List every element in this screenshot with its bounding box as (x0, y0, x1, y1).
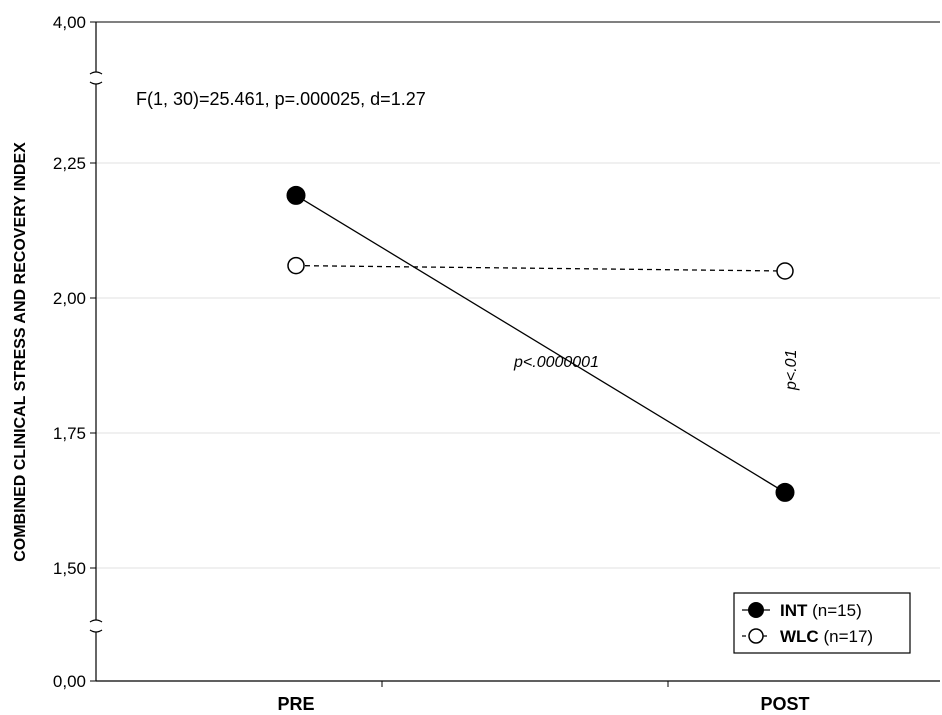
axis-break-bottom (89, 619, 103, 633)
x-category-pre: PRE (277, 694, 314, 714)
legend-int-marker (748, 602, 764, 618)
legend-wlc-marker (748, 628, 764, 644)
series-wlc-point-pre (287, 256, 305, 275)
legend: INT (n=15) WLC (n=17) (733, 592, 911, 654)
series-wlc-point-post (776, 262, 794, 280)
y-tick-label-000: 0,00 (53, 672, 86, 691)
y-tick-label-400: 4,00 (53, 13, 86, 32)
y-axis-label: COMBINED CLINICAL STRESS AND RECOVERY IN… (12, 142, 29, 562)
series-int-point-post (775, 482, 795, 502)
y-tick-label-200: 2,00 (53, 289, 86, 308)
gridlines (96, 162, 940, 569)
post-diff-annotation: p<.01 (783, 350, 800, 391)
stats-annotation: F(1, 30)=25.461, p=.000025, d=1.27 (136, 89, 426, 109)
y-tick-label-150: 1,50 (53, 559, 86, 578)
legend-int-label: INT (n=15) (780, 601, 862, 620)
y-tick-labels: 4,00 2,25 2,00 1,75 1,50 0,00 (53, 13, 86, 691)
x-category-post: POST (760, 694, 809, 714)
y-tick-marks (90, 21, 96, 682)
int-change-annotation: p<.0000001 (513, 354, 599, 371)
series-int-line (295, 194, 786, 493)
series-wlc-line (295, 264, 786, 272)
legend-box (733, 592, 911, 654)
legend-wlc-label: WLC (n=17) (780, 627, 873, 646)
axis-break-top (89, 71, 103, 85)
x-tick-marks (381, 681, 669, 687)
y-tick-label-175: 1,75 (53, 424, 86, 443)
y-tick-label-225: 2,25 (53, 154, 86, 173)
series-int-point-pre (286, 185, 306, 205)
